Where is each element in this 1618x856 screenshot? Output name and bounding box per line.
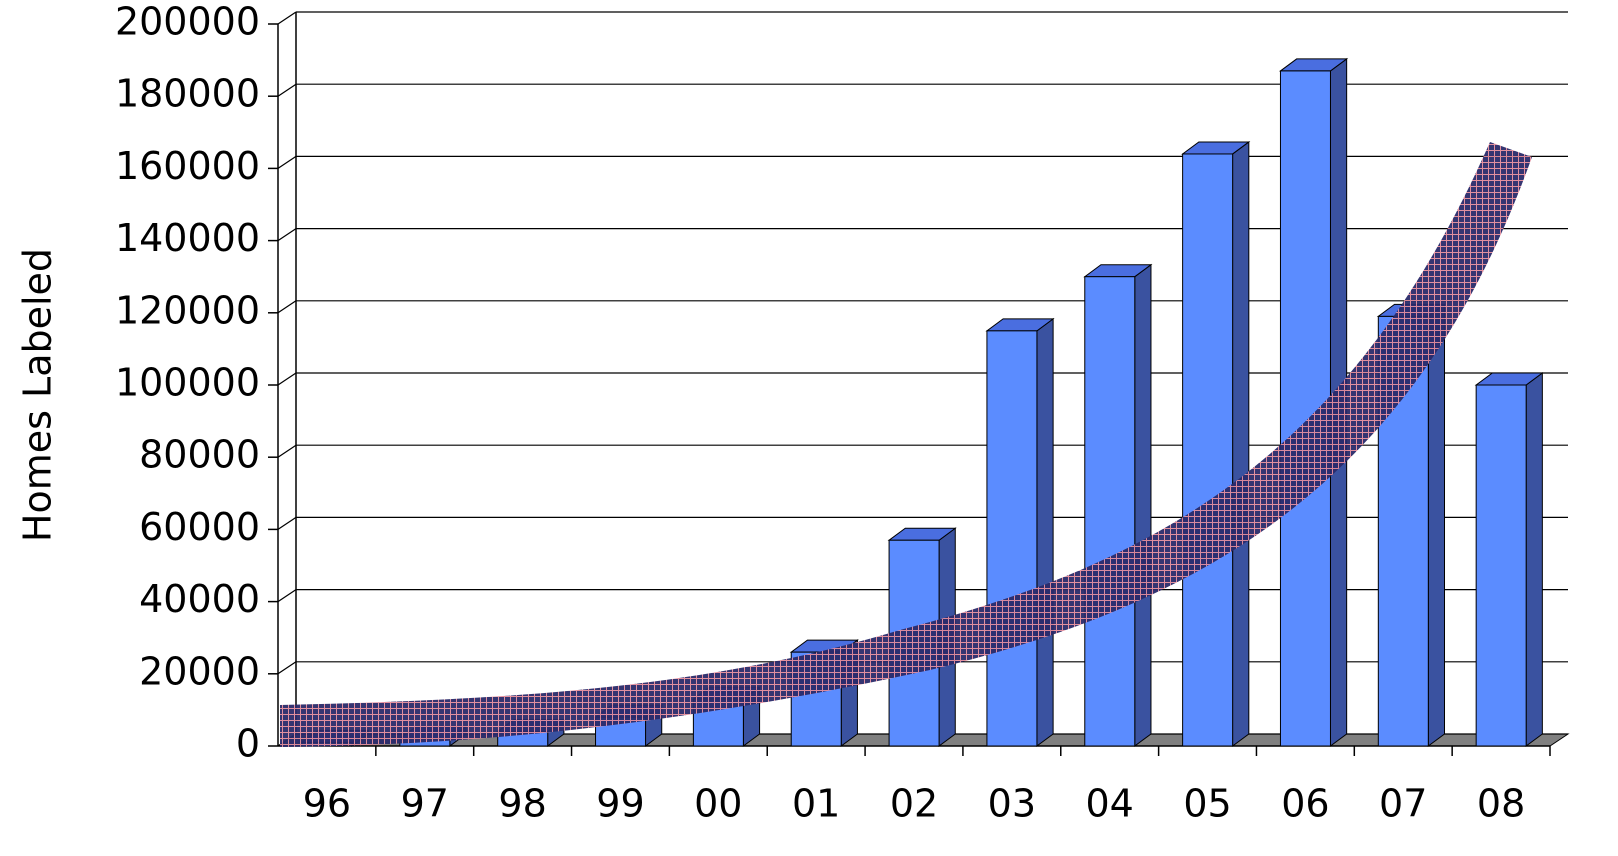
trend-band	[280, 142, 1532, 747]
grid-line	[277, 155, 297, 169]
x-tick-label: 99	[596, 782, 644, 826]
y-tick-label: 160000	[115, 144, 260, 188]
x-tick-label: 00	[694, 782, 742, 826]
y-tick-label: 140000	[115, 216, 260, 260]
y-tick-label: 200000	[115, 0, 260, 44]
grid-line	[277, 228, 297, 242]
grid-line	[277, 444, 297, 458]
bar-side	[1232, 140, 1250, 747]
x-tick-label: 98	[498, 782, 546, 826]
x-tick-label: 04	[1086, 782, 1134, 826]
grid-line	[277, 516, 297, 530]
bar	[1475, 384, 1527, 747]
x-tick-label: 05	[1183, 782, 1231, 826]
bar	[986, 330, 1038, 747]
grid-line	[277, 83, 297, 97]
bar-side	[1427, 303, 1446, 747]
y-tick-label: 20000	[139, 649, 260, 693]
y-tick-label: 40000	[139, 577, 260, 621]
grid-line	[277, 589, 297, 603]
bar-side	[1134, 263, 1152, 747]
y-tick-label: 80000	[139, 433, 260, 477]
x-tick-label: 08	[1477, 782, 1525, 826]
bar-side	[1036, 317, 1054, 747]
y-tick-label: 60000	[139, 505, 260, 549]
bar	[1084, 276, 1136, 747]
bar-side	[1525, 372, 1543, 747]
y-tick-label: 100000	[115, 361, 260, 405]
x-tick-label: 01	[792, 782, 840, 826]
x-tick-label: 06	[1281, 782, 1329, 826]
grid-line	[277, 372, 297, 386]
grid-line	[277, 11, 297, 25]
x-tick-label: 03	[988, 782, 1036, 826]
bar	[1182, 153, 1234, 747]
y-axis-label: Homes Labeled	[16, 248, 60, 542]
grid-line	[277, 300, 297, 314]
y-tick-label: 120000	[115, 288, 260, 332]
x-tick-label: 07	[1379, 782, 1427, 826]
y-tick-label: 180000	[115, 72, 260, 116]
x-tick-label: 97	[401, 782, 449, 826]
grid-line	[277, 661, 297, 675]
x-tick-label: 96	[303, 782, 351, 826]
y-tick-label: 0	[236, 722, 260, 766]
x-tick-label: 02	[890, 782, 938, 826]
